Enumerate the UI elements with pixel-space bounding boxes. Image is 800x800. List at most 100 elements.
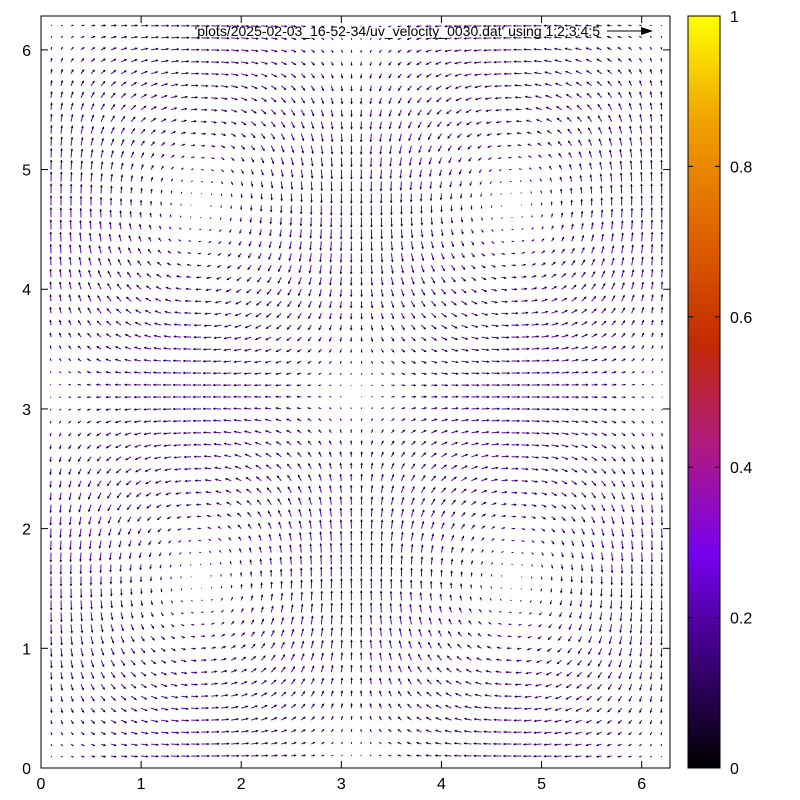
vector-arrowhead [370, 316, 374, 320]
vector-arrowhead [446, 680, 449, 683]
vector-arrowhead [370, 38, 372, 40]
vector-arrowhead [302, 729, 306, 732]
vector-arrowhead [360, 339, 363, 342]
vector-arrowhead [155, 59, 159, 62]
vector-arrowhead [182, 407, 185, 411]
vector-arrowhead [297, 474, 301, 478]
vector-arrowhead [370, 26, 371, 27]
vector-arrowhead [242, 644, 246, 648]
vector-arrowhead [350, 418, 352, 420]
vector-arrowhead [248, 255, 251, 259]
vector-arrowhead [283, 99, 286, 103]
vector-arrowhead [187, 36, 190, 39]
vector-arrowhead [68, 510, 72, 513]
vector-arrowhead [402, 474, 405, 478]
vector-arrowhead [438, 630, 441, 633]
vector-arrowhead [340, 665, 344, 668]
vector-arrowhead [160, 578, 162, 581]
vector-arrowhead [151, 626, 154, 629]
vector-arrowhead [277, 487, 280, 490]
vector-arrowhead [98, 546, 102, 549]
vector-arrowhead [216, 60, 220, 64]
vector-arrowhead [293, 729, 297, 732]
vector-arrowhead [145, 731, 148, 735]
vector-arrowhead [408, 150, 412, 154]
vector-arrowhead [298, 509, 301, 512]
vector-arrowhead [81, 653, 84, 657]
vector-arrowhead [87, 421, 90, 424]
vector-arrowhead [370, 213, 373, 216]
vector-arrowhead [167, 516, 170, 520]
vector-arrowhead [246, 742, 249, 745]
vector-arrowhead [371, 373, 373, 375]
vector-arrowhead [379, 729, 382, 732]
vector-arrowhead [182, 371, 185, 375]
vector-arrowhead [97, 471, 100, 474]
vector-arrowhead [391, 271, 394, 274]
vector-arrowhead [144, 697, 148, 700]
vector-arrowhead [406, 25, 410, 28]
vector-arrowhead [297, 452, 300, 455]
vector-arrowhead [442, 499, 446, 502]
vector-arrowhead [255, 465, 259, 468]
vector-arrowhead [339, 350, 342, 353]
vector-arrowhead [444, 729, 448, 733]
vector-arrowhead [205, 96, 208, 100]
vector-arrowhead [422, 475, 426, 478]
vector-arrowhead [441, 233, 444, 236]
vector-arrowhead [308, 452, 311, 455]
vector-arrowhead [282, 112, 286, 116]
vector-arrowhead [181, 600, 183, 603]
vector-arrowhead [51, 756, 52, 758]
vector-arrowhead [450, 558, 454, 562]
vector-arrowhead [340, 201, 343, 204]
vector-arrowhead [60, 58, 63, 61]
vector-arrowhead [253, 656, 256, 659]
vector-arrowhead [339, 496, 343, 499]
vector-arrowhead [223, 395, 226, 399]
vector-arrowhead [245, 73, 249, 77]
vector-arrowhead [157, 517, 160, 520]
vector-arrowhead [164, 684, 168, 688]
vector-arrowhead [392, 429, 395, 432]
vector-arrowhead [291, 150, 295, 153]
vector-arrowhead [227, 24, 230, 28]
vector-arrowhead [81, 687, 84, 691]
vector-arrowhead [101, 115, 105, 118]
vector-arrowhead [330, 652, 334, 655]
vector-arrowhead [419, 604, 422, 608]
vector-arrowhead [135, 35, 138, 39]
plot-border [40, 15, 671, 769]
vector-arrowhead [197, 527, 200, 530]
vector-arrowhead [369, 716, 372, 719]
vector-arrowhead [409, 591, 413, 595]
vector-arrowhead [243, 122, 247, 125]
vector-arrowhead [58, 294, 62, 297]
vector-arrowhead [420, 556, 424, 559]
vector-arrowhead [419, 199, 423, 202]
vector-arrowhead [428, 617, 432, 620]
vector-arrowhead [388, 25, 390, 28]
vector-arrowhead [370, 742, 372, 744]
vector-arrowhead [153, 118, 156, 121]
vector-arrowhead [411, 520, 415, 524]
vector-arrowhead [399, 188, 403, 191]
vector-arrowhead [173, 660, 177, 663]
vector-arrowhead [219, 562, 222, 564]
vector-arrowhead [202, 371, 206, 375]
vector-arrowhead [410, 555, 414, 559]
vector-arrowhead [205, 490, 208, 494]
vector-arrowhead [320, 578, 323, 582]
vector-arrowhead [360, 542, 363, 545]
vector-arrowhead [223, 360, 226, 363]
vector-arrowhead [388, 50, 391, 53]
vector-arrowhead [126, 494, 130, 498]
vector-arrowhead [349, 485, 353, 488]
vector-arrowhead [351, 755, 352, 756]
vector-arrowhead [249, 547, 252, 551]
vector-arrowhead [154, 82, 158, 86]
vector-arrowhead [215, 478, 218, 482]
vector-arrowhead [265, 24, 269, 28]
vector-arrowhead [400, 224, 404, 227]
vector-arrowhead [60, 654, 64, 657]
